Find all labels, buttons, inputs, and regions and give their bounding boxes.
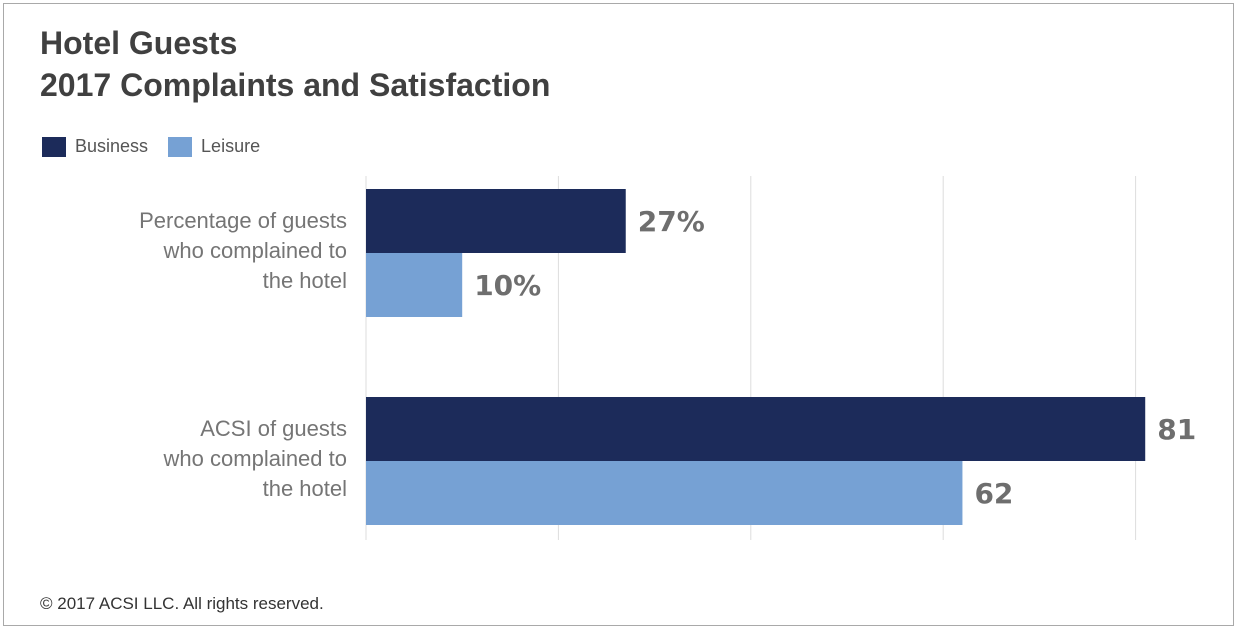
legend-label-business: Business <box>75 136 149 156</box>
legend: Business Leisure <box>42 136 280 157</box>
category-label-acsi: ACSI of guests who complained to the hot… <box>47 414 347 504</box>
category-label-line: ACSI of guests <box>200 416 347 441</box>
data-label-leisure-acsi: 62 <box>974 477 1013 510</box>
title-line-2: 2017 Complaints and Satisfaction <box>40 67 551 103</box>
legend-swatch-business <box>42 136 66 157</box>
legend-label-leisure: Leisure <box>201 136 261 156</box>
title-line-1: Hotel Guests <box>40 25 238 61</box>
data-label-leisure-complaint-percentage: 10% <box>474 269 541 302</box>
category-label-line: the hotel <box>262 268 347 293</box>
category-label-line: the hotel <box>262 476 347 501</box>
chart-title: Hotel Guests 2017 Complaints and Satisfa… <box>40 22 550 106</box>
category-label-line: Percentage of guests <box>139 208 347 233</box>
bar-business-complaint-percentage <box>366 189 626 253</box>
data-label-business-complaint-percentage: 27% <box>638 205 705 238</box>
legend-item-business: Business <box>42 136 148 157</box>
category-label-line: who complained to <box>163 446 347 471</box>
copyright-footer: © 2017 ACSI LLC. All rights reserved. <box>40 594 324 613</box>
legend-item-leisure: Leisure <box>168 136 260 157</box>
data-label-business-acsi: 81 <box>1157 413 1196 446</box>
category-label-complaint-percentage: Percentage of guests who complained to t… <box>47 206 347 296</box>
bar-leisure-acsi <box>366 461 963 525</box>
category-label-line: who complained to <box>163 238 347 263</box>
bar-leisure-complaint-percentage <box>366 253 463 317</box>
bar-business-acsi <box>366 397 1146 461</box>
legend-swatch-leisure <box>168 136 193 157</box>
